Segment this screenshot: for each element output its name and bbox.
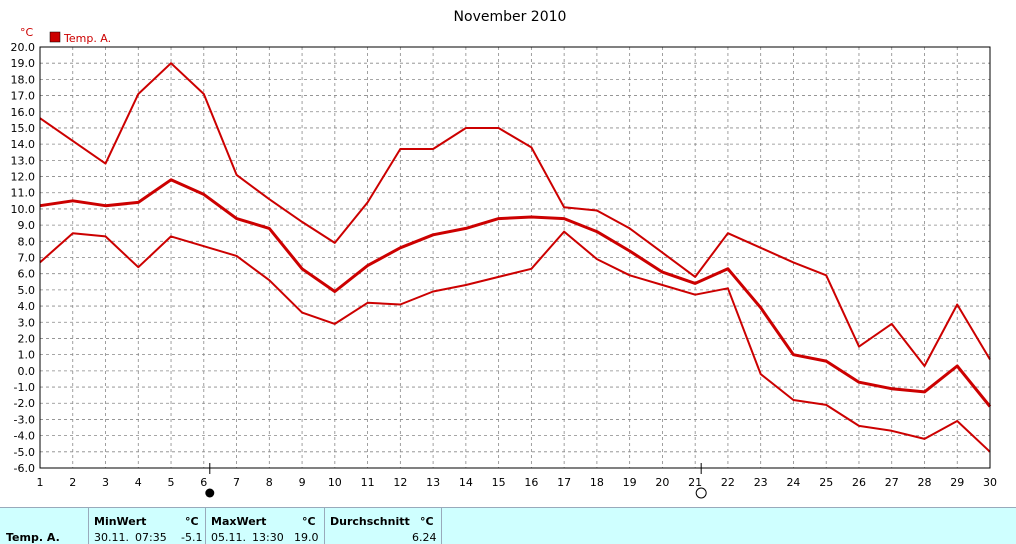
- max-time: 13:30: [252, 531, 284, 544]
- statistics-bar: Temp. A. MinWert °C 30.11. 07:35 -5.1 Ma…: [0, 507, 1016, 544]
- y-tick-label: 2.0: [18, 332, 36, 345]
- avg-cell: Durchschnitt °C 6.24: [325, 508, 442, 544]
- min-value: -5.1: [181, 531, 203, 544]
- x-tick-label: 22: [721, 476, 735, 489]
- y-tick-label: 0.0: [18, 365, 36, 378]
- y-tick-label: 5.0: [18, 284, 36, 297]
- x-tick-label: 5: [168, 476, 175, 489]
- x-tick-label: 26: [852, 476, 866, 489]
- y-tick-label: 1.0: [18, 349, 36, 362]
- avg-value: 6.24: [412, 531, 437, 544]
- x-tick-label: 25: [819, 476, 833, 489]
- max-date: 05.11.: [211, 531, 246, 544]
- y-tick-label: 8.0: [18, 235, 36, 248]
- y-tick-label: 16.0: [11, 106, 36, 119]
- x-tick-label: 4: [135, 476, 142, 489]
- legend-label: Temp. A.: [63, 32, 111, 45]
- min-cell: MinWert °C 30.11. 07:35 -5.1: [89, 508, 206, 544]
- avg-label: Durchschnitt: [330, 515, 410, 528]
- x-tick-label: 1: [37, 476, 44, 489]
- y-axis-unit: °C: [20, 26, 34, 39]
- full-moon-icon: [205, 488, 215, 498]
- x-tick-label: 10: [328, 476, 342, 489]
- y-tick-label: 20.0: [11, 41, 36, 54]
- chart-title: November 2010: [454, 9, 567, 25]
- x-tick-label: 8: [266, 476, 273, 489]
- temperature-chart: November 2010 °C Temp. A. -6.0 -5.0 -4.0 -3…: [11, 9, 998, 499]
- plot-frame: [39, 46, 991, 469]
- y-tick-label: 14.0: [11, 138, 36, 151]
- y-tick-label: 17.0: [11, 90, 36, 103]
- min-time: 07:35: [135, 531, 167, 544]
- y-tick-label: 10.0: [11, 203, 36, 216]
- min-unit: °C: [185, 515, 199, 528]
- y-tick-label: 13.0: [11, 154, 36, 167]
- series-line-min: [39, 230, 991, 453]
- series-line-max: [39, 62, 991, 367]
- x-tick-label: 16: [524, 476, 538, 489]
- y-tick-label: 12.0: [11, 171, 36, 184]
- x-tick-label: 19: [623, 476, 637, 489]
- x-tick-label: 12: [393, 476, 407, 489]
- x-tick-label: 29: [950, 476, 964, 489]
- avg-unit: °C: [420, 515, 434, 528]
- x-tick-label: 3: [102, 476, 109, 489]
- new-moon-icon: [695, 487, 707, 499]
- y-tick-label: 18.0: [11, 73, 36, 86]
- x-tick-label: 2: [69, 476, 76, 489]
- x-tick-label: 7: [233, 476, 240, 489]
- x-tick-label: 9: [299, 476, 306, 489]
- x-tick-label: 27: [885, 476, 899, 489]
- series-line-avg: [39, 178, 992, 408]
- max-value: 19.0: [294, 531, 319, 544]
- y-tick-labels: -6.0 -5.0 -4.0 -3.0 -2.0 -1.0 0.0 1.0 2.0 3.0 4.0 5…: [11, 41, 36, 475]
- y-tick-label: 3.0: [18, 316, 36, 329]
- x-tick-label: 15: [492, 476, 506, 489]
- grid: [40, 47, 990, 468]
- y-tick-label: -4.0: [14, 430, 35, 443]
- x-tick-label: 18: [590, 476, 604, 489]
- x-tick-label: 24: [786, 476, 800, 489]
- y-tick-label: 7.0: [18, 252, 36, 265]
- y-tick-label: 19.0: [11, 57, 36, 70]
- max-label: MaxWert: [211, 515, 267, 528]
- x-tick-label: 11: [361, 476, 375, 489]
- series-lines: [39, 62, 992, 453]
- y-tick-label: -1.0: [14, 381, 35, 394]
- legend-swatch: [49, 31, 61, 43]
- x-tick-label: 21: [688, 476, 702, 489]
- x-tick-label: 30: [983, 476, 997, 489]
- x-tick-label: 17: [557, 476, 571, 489]
- min-date: 30.11.: [94, 531, 129, 544]
- y-tick-label: 6.0: [18, 268, 36, 281]
- y-tick-label: 4.0: [18, 300, 36, 313]
- x-tick-label: 28: [917, 476, 931, 489]
- y-tick-label: -2.0: [14, 397, 35, 410]
- y-tick-label: -6.0: [14, 462, 35, 475]
- x-tick-labels: 1 2 3 4 5 6 7 8 9 10 11 12 13 14 15 16 17 18 19 20 21 22 23 24 2…: [37, 476, 998, 489]
- series-label: Temp. A.: [6, 531, 60, 544]
- y-tick-label: 11.0: [11, 187, 36, 200]
- x-tick-label: 14: [459, 476, 473, 489]
- y-tick-label: -3.0: [14, 413, 35, 426]
- series-cell: Temp. A.: [0, 508, 89, 544]
- max-cell: MaxWert °C 05.11. 13:30 19.0: [206, 508, 325, 544]
- x-tick-label: 23: [754, 476, 768, 489]
- y-tick-label: 15.0: [11, 122, 36, 135]
- min-label: MinWert: [94, 515, 147, 528]
- y-tick-label: 9.0: [18, 219, 36, 232]
- y-tick-label: -5.0: [14, 446, 35, 459]
- x-tick-label: 6: [200, 476, 207, 489]
- x-tick-label: 13: [426, 476, 440, 489]
- x-tick-label: 20: [655, 476, 669, 489]
- max-unit: °C: [302, 515, 316, 528]
